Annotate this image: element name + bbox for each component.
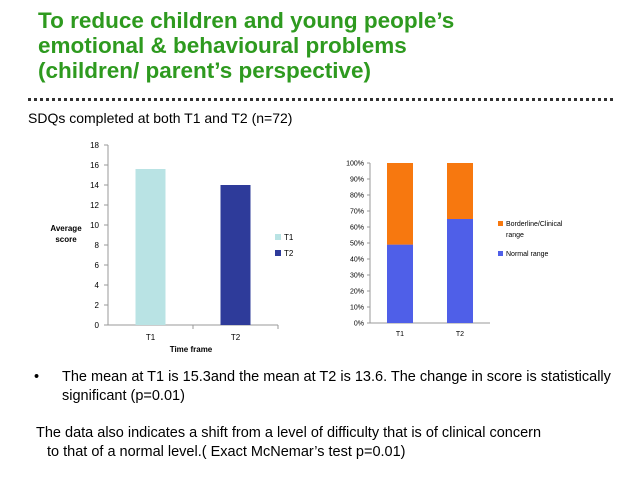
- legend-swatch-t1: [275, 234, 281, 240]
- x-axis-title: Time frame: [170, 345, 213, 354]
- note-line-1: The data also indicates a shift from a l…: [36, 425, 542, 441]
- conclusion-note: The data also indicates a shift from a l…: [36, 424, 616, 462]
- stacked-bar-t2-series-2: [447, 163, 473, 219]
- dotted-divider: [28, 98, 613, 101]
- y-tick-label: 80%: [350, 193, 364, 200]
- chart-subtitle: SDQs completed at both T1 and T2 (n=72): [28, 110, 293, 126]
- legend-label-series-1: Normal range: [506, 251, 549, 258]
- note-line-2: to that of a normal level.( Exact McNema…: [47, 444, 406, 460]
- bullet-marker: •: [34, 369, 40, 385]
- legend-swatch-series-2: [498, 221, 503, 226]
- average-score-bar-chart: 0 2 4 6 8 10 12 14 16 18 T1 T2 Time frame Average scor…: [50, 141, 294, 354]
- title-line-1: To reduce children and young people’s: [38, 8, 455, 33]
- legend-label-t1: T1: [284, 233, 294, 242]
- slide-title: To reduce children and young people’s em…: [38, 8, 454, 83]
- y-tick-label: 0%: [354, 321, 364, 328]
- legend-label-series-2: Borderline/Clinical: [506, 221, 563, 228]
- x-tick-label: T2: [231, 333, 241, 342]
- title-line-2: emotional & behavioural problems: [38, 33, 407, 58]
- legend-label-series-2: range: [506, 232, 524, 239]
- y-tick-label: 30%: [350, 273, 364, 280]
- y-tick-label: 6: [95, 261, 100, 270]
- stacked-bar-t1-series-1: [387, 244, 413, 323]
- stacked-percent-bar-chart: 0% 10% 20% 30% 40% 50% 60% 70% 80% 90% 100% T1 T2 Bor…: [346, 161, 563, 339]
- x-tick-label: T2: [456, 331, 464, 338]
- y-tick-label: 0: [95, 321, 100, 330]
- y-tick-label: 10: [90, 221, 99, 230]
- y-tick-label: 16: [90, 161, 99, 170]
- y-tick-label: 70%: [350, 209, 364, 216]
- y-tick-label: 100%: [346, 161, 364, 168]
- y-tick-label: 8: [95, 241, 100, 250]
- title-line-3: (children/ parent’s perspective): [38, 58, 372, 83]
- legend-swatch-series-1: [498, 251, 503, 256]
- y-tick-label: 10%: [350, 305, 364, 312]
- y-tick-label: 4: [95, 281, 100, 290]
- stacked-bar-t2-series-1: [447, 219, 473, 323]
- y-axis-title-line1: Average: [50, 224, 82, 233]
- y-tick-label: 90%: [350, 177, 364, 184]
- bullet-text: The mean at T1 is 15.3and the mean at T2…: [62, 369, 611, 404]
- legend-label-t2: T2: [284, 249, 294, 258]
- y-tick-label: 40%: [350, 257, 364, 264]
- y-tick-label: 12: [90, 201, 99, 210]
- y-tick-label: 20%: [350, 289, 364, 296]
- x-tick-label: T1: [146, 333, 156, 342]
- y-axis-title-line2: score: [55, 235, 77, 244]
- legend-swatch-t2: [275, 250, 281, 256]
- y-tick-label: 14: [90, 181, 99, 190]
- bullet-point: • The mean at T1 is 15.3and the mean at …: [34, 368, 613, 406]
- y-tick-label: 18: [90, 141, 99, 150]
- y-tick-label: 2: [95, 301, 100, 310]
- bar-t1: [135, 169, 166, 325]
- y-tick-label: 50%: [350, 241, 364, 248]
- x-tick-label: T1: [396, 331, 404, 338]
- y-tick-label: 60%: [350, 225, 364, 232]
- stacked-bar-t1-series-2: [387, 163, 413, 245]
- bar-t2: [220, 185, 251, 325]
